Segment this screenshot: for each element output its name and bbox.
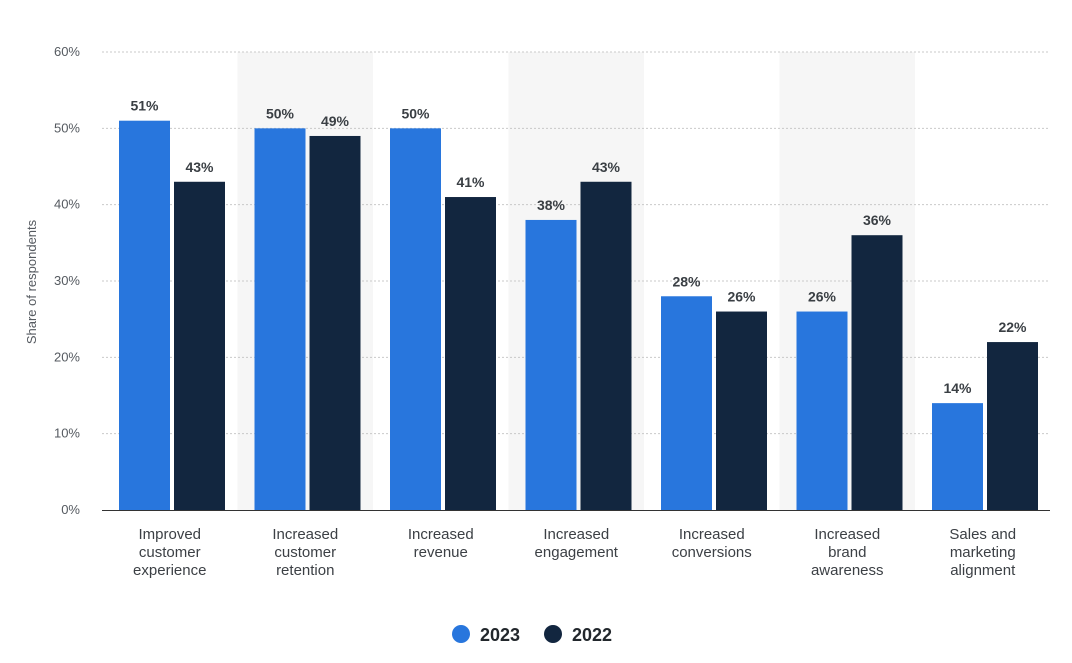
y-tick-label: 20% [54,349,80,364]
y-tick-label: 40% [54,197,80,212]
bar-2023[interactable] [390,128,441,511]
data-label: 50% [266,105,295,121]
bar-2023[interactable] [119,120,170,510]
x-category-label: Improved customer experience [133,526,206,579]
x-category-label: Increased engagement [535,526,619,561]
x-axis-categories: Improved customer experience Increased custo… [133,526,1016,579]
y-tick-label: 30% [54,273,80,288]
y-tick-label: 50% [54,120,80,135]
bar-2022[interactable] [445,197,496,511]
data-label: 51% [130,98,159,114]
data-label: 43% [185,159,214,175]
bar-2023[interactable] [661,296,712,510]
bar-2022[interactable] [851,235,903,510]
x-category-label: Increased conversions [672,526,752,561]
bar-2022[interactable] [987,342,1038,510]
bar-2023[interactable] [525,219,577,510]
data-label: 22% [998,319,1027,335]
data-label: 38% [537,197,566,213]
data-label: 49% [321,113,350,129]
y-tick-label: 60% [54,44,80,59]
data-label: 41% [456,174,485,190]
bar-2022[interactable] [716,311,767,510]
bar-2023[interactable] [932,403,983,510]
data-label: 14% [943,380,972,396]
legend-item-2023[interactable]: 2023 [452,625,520,645]
data-labels: 51% 43% 50% 49% 50% 41% 38% 43% 28% 26% 26% 36% 14% 2… [130,98,1027,396]
data-label: 43% [592,159,621,175]
bar-2022[interactable] [174,181,225,510]
data-label: 36% [863,212,892,228]
y-axis-ticks: 0% 10% 20% 30% 40% 50% 60% [54,44,80,517]
y-axis-label: Share of respondents [24,219,39,344]
bar-2023[interactable] [254,128,306,511]
x-category-label: Increased revenue [408,526,474,561]
bar-2023[interactable] [796,311,848,510]
bar-2022[interactable] [580,181,632,510]
legend-swatch [544,625,562,643]
data-label: 26% [808,289,837,305]
x-category-label: Increased customer retention [272,526,338,579]
legend-item-2022[interactable]: 2022 [544,625,612,645]
legend[interactable]: 2023 2022 [452,625,612,645]
bar-2022[interactable] [309,135,361,510]
legend-label: 2023 [480,625,520,645]
bars [119,120,1038,511]
legend-swatch [452,625,470,643]
data-label: 28% [672,273,701,289]
data-label: 26% [727,289,756,305]
legend-label: 2022 [572,625,612,645]
x-category-label: Sales and marketing alignment [949,526,1016,579]
x-category-label: Increased brand awareness [811,526,884,579]
y-tick-label: 10% [54,426,80,441]
y-tick-label: 0% [61,502,80,517]
data-label: 50% [401,105,430,121]
